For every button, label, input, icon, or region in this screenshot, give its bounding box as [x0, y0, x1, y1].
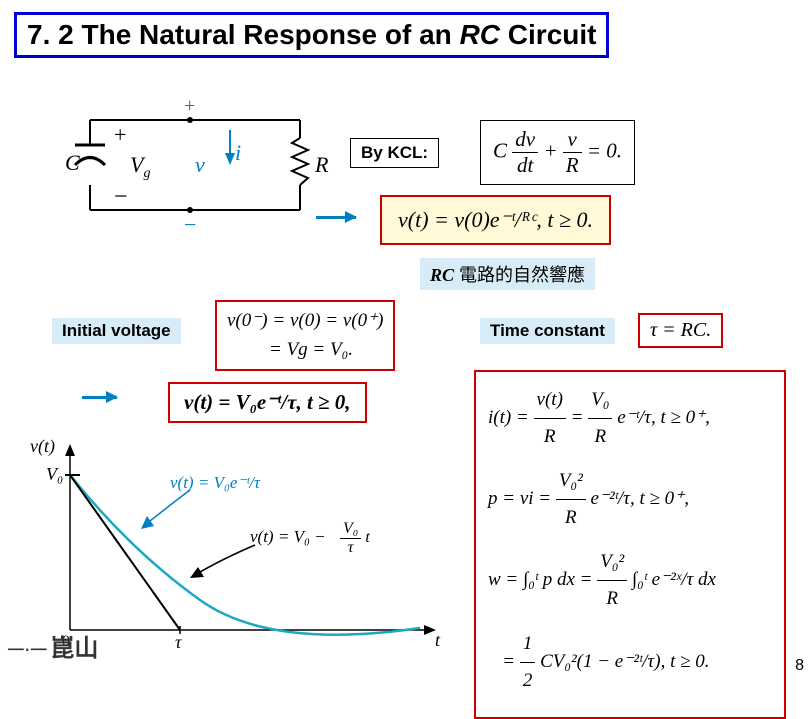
- rc-rc: RC: [430, 265, 454, 285]
- d-r1f2n: V₀: [588, 382, 612, 419]
- kcl-eq0: = 0.: [587, 138, 622, 162]
- circuit-plus1: +: [114, 122, 126, 147]
- rc-text: 電路的自然響應: [454, 265, 585, 285]
- section-title: 7. 2 The Natural Response of an RC Circu…: [14, 12, 609, 58]
- kcl-f1d: dt: [512, 153, 538, 178]
- kcl-label: By KCL:: [350, 138, 439, 168]
- d-r4cv: CV₀²(1 − e⁻²ᵗ/τ), t ≥ 0.: [540, 651, 709, 672]
- ive-l2: = Vg = V₀.: [227, 336, 383, 365]
- equation-derived-block: i(t) = v(t)R = V₀R e⁻ᵗ/τ, t ≥ 0⁺, p = vi…: [474, 370, 786, 719]
- d-r1f1d: R: [534, 419, 566, 455]
- eq-power: p = vi = V₀²R e⁻²ᵗ/τ, t ≥ 0⁺,: [488, 463, 772, 536]
- d-r4p: =: [502, 651, 520, 672]
- d-r1f1n: v(t): [534, 382, 566, 419]
- kcl-f2n: v: [563, 127, 582, 153]
- gt-d: τ: [340, 539, 361, 557]
- equation-time-constant: τ = RC.: [638, 313, 723, 348]
- arrow-icon: [82, 396, 117, 399]
- equation-initial-voltage: v(0⁻) = v(0) = v(0⁺) = Vg = V₀.: [215, 300, 395, 371]
- initial-voltage-label: Initial voltage: [52, 318, 181, 344]
- g-eq-tangent: v(t) = V₀ −: [250, 527, 326, 546]
- gt-post: t: [365, 529, 369, 546]
- page-number: 8: [795, 657, 804, 675]
- circuit-R: R: [314, 152, 329, 177]
- eq-energy-final: = 12 CV₀²(1 − e⁻²ᵗ/τ), t ≥ 0.: [488, 626, 772, 699]
- equation-kcl: C dvdt + vR = 0.: [480, 120, 635, 185]
- d-r3p: w = ∫₀ᵗ p dx =: [488, 569, 597, 590]
- d-r1exp: e⁻ᵗ/τ, t ≥ 0⁺,: [617, 407, 710, 428]
- equation-v-final: v(t) = V₀e⁻ᵗ/τ, t ≥ 0,: [168, 382, 367, 423]
- time-constant-label: Time constant: [480, 318, 615, 344]
- equation-main-response: v(t) = v(0)e⁻ᵗ/ᴿᶜ, t ≥ 0.: [380, 195, 611, 245]
- d-r4fn: 1: [520, 626, 536, 663]
- circuit-plus2: +: [184, 95, 195, 117]
- rc-response-label: RC 電路的自然響應: [420, 258, 595, 290]
- d-r2p: p = vi =: [488, 488, 556, 509]
- kcl-plus: +: [543, 138, 562, 162]
- arrow-icon: [316, 216, 356, 219]
- d-r3int: ∫₀ᵗ e⁻²ˣ/τ dx: [632, 569, 716, 590]
- logo-characters: 崑山: [50, 636, 98, 662]
- title-suffix: Circuit: [500, 19, 596, 50]
- d-r1e: =: [571, 407, 589, 428]
- d-r2fn: V₀²: [556, 463, 586, 500]
- kcl-c: C: [493, 138, 507, 162]
- kcl-f1n: dv: [512, 127, 538, 153]
- circuit-diagram: C Vg v i R + − + −: [60, 90, 330, 240]
- eq-current: i(t) = v(t)R = V₀R e⁻ᵗ/τ, t ≥ 0⁺,: [488, 382, 772, 455]
- g-tau: τ: [175, 632, 182, 652]
- d-r1p: i(t) =: [488, 407, 534, 428]
- ive-l1: v(0⁻) = v(0) = v(0⁺): [227, 307, 383, 336]
- d-r2fd: R: [556, 500, 586, 536]
- d-r3fn: V₀²: [597, 544, 627, 581]
- d-r3fd: R: [597, 581, 627, 617]
- circuit-C: C: [65, 150, 80, 175]
- circuit-v: v: [195, 152, 205, 177]
- kcl-f2d: R: [563, 153, 582, 178]
- g-t: t: [435, 630, 441, 650]
- gt-n: V₀: [340, 520, 361, 539]
- circuit-minus2: −: [184, 212, 196, 237]
- g-ylabel: v(t): [30, 436, 55, 457]
- circuit-i: i: [235, 140, 241, 165]
- title-italic: RC: [460, 19, 500, 50]
- logo-text: ─·─ 崑山: [8, 628, 98, 663]
- decay-graph: v(t) V₀ 0 τ t v(t) = V₀e⁻ᵗ/τ v(t) = V₀ −…: [20, 430, 450, 660]
- d-r1f2d: R: [588, 419, 612, 455]
- g-v0: V₀: [46, 464, 63, 484]
- title-prefix: 7. 2 The Natural Response of an: [27, 19, 460, 50]
- circuit-Vg: Vg: [130, 152, 150, 181]
- g-eq-decay: v(t) = V₀e⁻ᵗ/τ: [170, 473, 261, 492]
- d-r2exp: e⁻²ᵗ/τ, t ≥ 0⁺,: [591, 488, 689, 509]
- circuit-minus1: −: [114, 184, 128, 210]
- eq-energy-integral: w = ∫₀ᵗ p dx = V₀²R ∫₀ᵗ e⁻²ˣ/τ dx: [488, 544, 772, 617]
